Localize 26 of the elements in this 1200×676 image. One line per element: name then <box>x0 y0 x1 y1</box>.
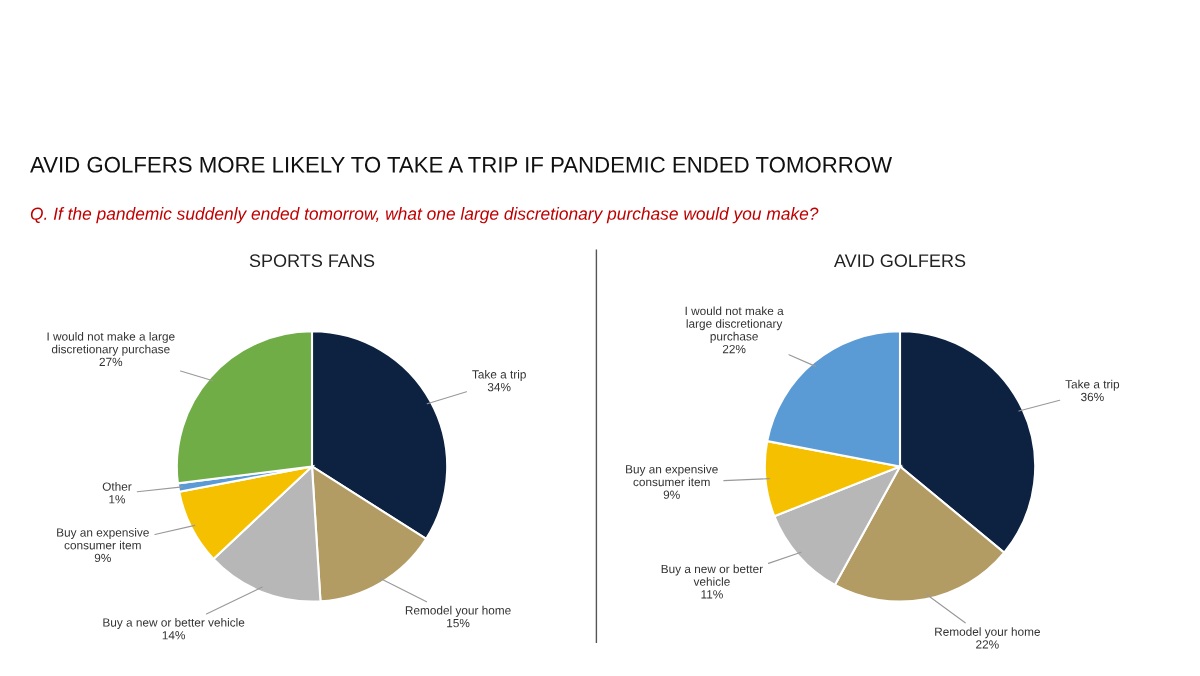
slice-label: Buy an expensive consumer item <box>626 464 718 487</box>
slice-label: Remodel your home <box>405 605 511 617</box>
slice-label: Buy an expensive consumer item <box>57 528 149 550</box>
slice-label: Buy a new or better vehicle <box>661 564 763 586</box>
data-label: 36% <box>1081 392 1104 402</box>
text: AVID GOLFERS MORE LIKELY TO TAKE A TRIP IF PANDEMIC ENDED TOMORROW <box>30 156 892 173</box>
slice-label: Remodel your home <box>935 627 1040 639</box>
data-label: 9% <box>94 553 111 563</box>
data-label: 11% <box>701 590 723 599</box>
chart-title: SPORTS FANS <box>249 254 375 268</box>
slice-label: I would not make a large discretionary purchase <box>685 306 784 343</box>
data-label: 27% <box>99 357 123 367</box>
slice-label: Other <box>102 482 132 491</box>
data-label: 14% <box>162 631 186 640</box>
data-label: 1% <box>109 495 126 504</box>
slice-label: Buy a new or better vehicle <box>103 618 245 629</box>
slice-label: I would not make a large discretionary purchase <box>47 331 175 356</box>
data-label: 22% <box>722 344 746 354</box>
data-label: 34% <box>487 382 511 392</box>
slice-label: Take a trip <box>472 369 526 381</box>
chart-title: AVID GOLFERS <box>833 254 966 268</box>
data-label: 22% <box>976 640 999 649</box>
data-label: 15% <box>447 618 470 628</box>
slice-label: Take a trip <box>1065 379 1120 391</box>
data-label: 9% <box>663 490 680 499</box>
text: Q. If the pandemic suddenly ended tomorrow, what one large discretionary purchase would you make? <box>30 207 819 224</box>
